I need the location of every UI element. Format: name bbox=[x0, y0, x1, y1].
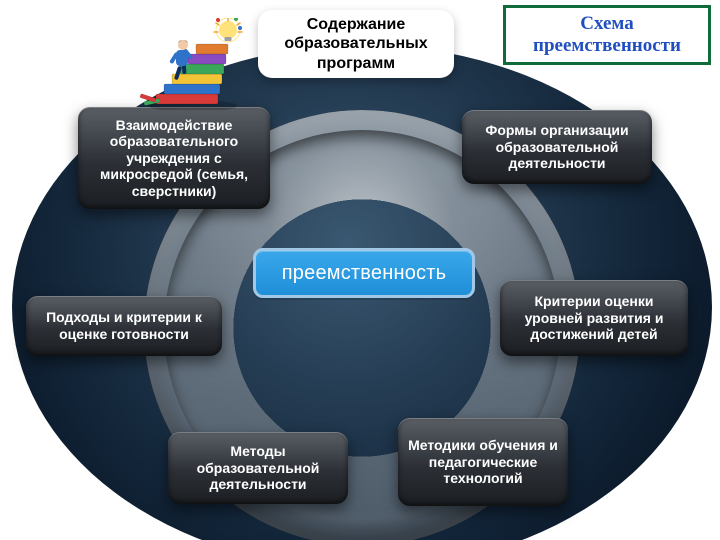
center-concept: преемственность bbox=[253, 248, 475, 298]
node-assessment-criteria: Критерии оценки уровней развития и дости… bbox=[500, 280, 688, 356]
lightbulb-icon bbox=[214, 18, 242, 42]
node-teaching-methods: Методики обучения и педагогические техно… bbox=[398, 418, 568, 506]
node-readiness-criteria: Подходы и критерии к оценке готовности bbox=[26, 296, 222, 356]
title-box: Схема преемственности bbox=[503, 5, 711, 65]
stairs-illustration bbox=[138, 18, 248, 110]
top-content-box: Содержание образовательных программ bbox=[258, 10, 454, 78]
node-interaction-microenvironment: Взаимодействие образовательного учрежден… bbox=[78, 107, 270, 209]
node-methods-of-activity: Методы образовательной деятельности bbox=[168, 432, 348, 504]
node-forms-of-activity: Формы организации образовательной деятел… bbox=[462, 110, 652, 184]
diagram-stage: Взаимодействие образовательного учрежден… bbox=[0, 0, 720, 540]
